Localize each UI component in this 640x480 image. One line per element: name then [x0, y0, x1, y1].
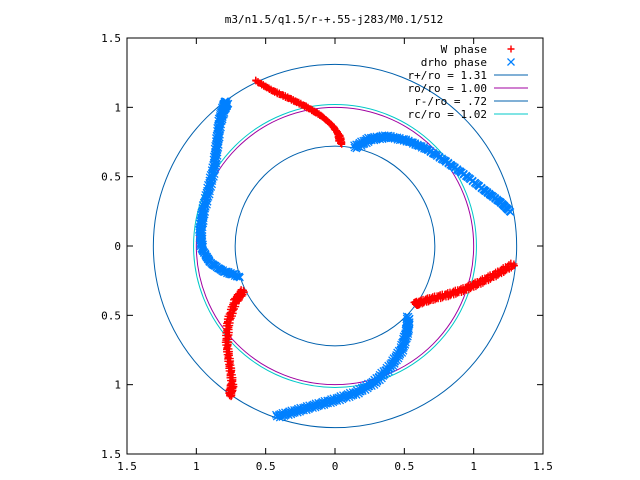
w-phase-point: [226, 392, 234, 400]
x-tick-label: 0: [332, 460, 339, 473]
w-phase-point: [227, 393, 235, 401]
drho-phase-point: [203, 200, 211, 209]
w-phase-point: [413, 301, 421, 309]
x-tick-label: 1: [193, 460, 200, 473]
drho-phase-point: [342, 394, 351, 402]
y-tick-label: 1.5: [101, 32, 121, 45]
axis-ticks: [126, 37, 544, 455]
phase-points: [194, 45, 518, 422]
legend-label: ro/ro = 1.00: [408, 82, 487, 95]
x-tick-label: 0.5: [394, 460, 414, 473]
legend-label: drho phase: [421, 56, 487, 69]
w-phase-point: [338, 140, 346, 148]
drho-phase-point: [507, 58, 515, 66]
drho-phase-point: [274, 411, 283, 420]
drho-phase-point: [338, 395, 347, 404]
chart-title: m3/n1.5/q1.5/r-+.55-j283/M0.1/512: [225, 13, 444, 26]
drho-phase-point: [272, 412, 281, 421]
w-phase-point: [426, 297, 434, 305]
w-phase-point: [337, 139, 345, 147]
drho-phase-point: [272, 410, 280, 419]
y-tick-label: 1: [114, 101, 121, 114]
w-phase-point: [411, 300, 419, 308]
legend-label: rc/ro = 1.02: [408, 108, 487, 121]
legend-label: W phase: [441, 43, 487, 56]
radius-circle: [193, 104, 477, 388]
y-tick-labels: 1.5 1 0.5 0 0.5 1 1.5: [101, 32, 121, 461]
drho-phase-point: [222, 97, 231, 106]
drho-phase-point: [205, 187, 214, 196]
x-tick-label: 0.5: [256, 460, 276, 473]
x-tick-label: 1: [470, 460, 477, 473]
y-tick-label: 0: [114, 240, 121, 253]
drho-phase-point: [349, 391, 358, 400]
radius-circle: [152, 63, 518, 429]
drho-phase-point: [505, 207, 514, 216]
radius-circle: [195, 106, 475, 386]
w-phase-point: [507, 45, 515, 53]
radius-circle: [234, 145, 436, 347]
radius-circles: [152, 63, 518, 429]
legend-label: r+/ro = 1.31: [408, 69, 487, 82]
y-tick-label: 1: [114, 379, 121, 392]
x-tick-label: 1.5: [533, 460, 553, 473]
x-tick-labels: 1.5 1 0.5 0 0.5 1 1.5: [117, 460, 553, 473]
x-tick-label: 1.5: [117, 460, 137, 473]
y-tick-label: 0.5: [101, 171, 121, 184]
y-tick-label: 0.5: [101, 309, 121, 322]
y-tick-label: 1.5: [101, 448, 121, 461]
legend-label: r-/ro = .72: [414, 95, 487, 108]
